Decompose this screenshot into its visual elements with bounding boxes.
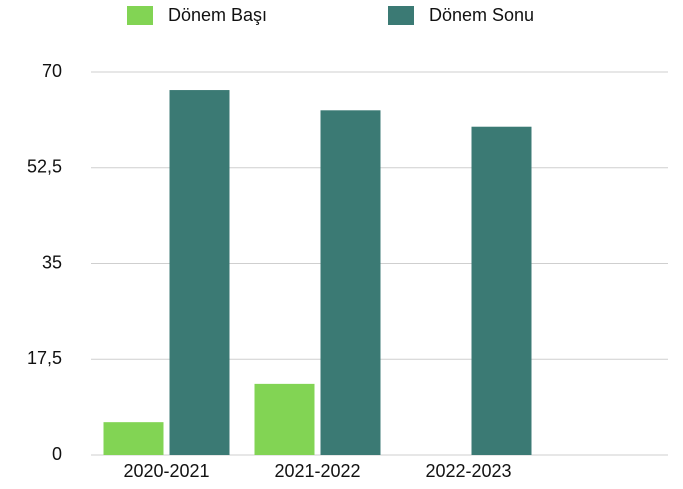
y-tick-label: 35	[42, 252, 62, 272]
y-tick-label: 0	[52, 444, 62, 464]
legend-swatch	[127, 6, 153, 25]
bar	[254, 383, 315, 455]
y-tick-label: 52,5	[27, 157, 62, 177]
y-tick-label: 17,5	[27, 348, 62, 368]
y-tick-label: 70	[42, 61, 62, 81]
legend-label: Dönem Başı	[168, 5, 267, 25]
bar	[169, 90, 230, 455]
bar	[320, 110, 381, 456]
legend-swatch	[388, 6, 414, 25]
bar	[471, 126, 532, 455]
x-tick-label: 2020-2021	[123, 461, 209, 481]
legend-label: Dönem Sonu	[429, 5, 534, 25]
bar	[103, 422, 164, 455]
x-tick-label: 2021-2022	[274, 461, 360, 481]
x-tick-label: 2022-2023	[425, 461, 511, 481]
